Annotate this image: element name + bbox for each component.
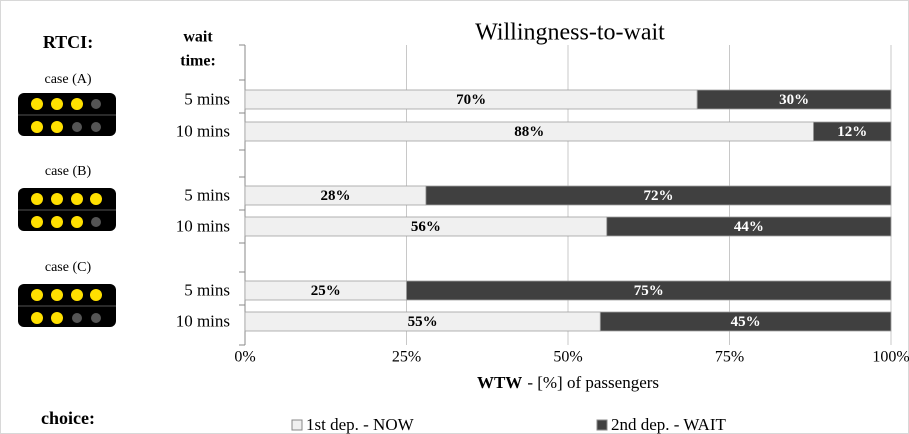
y-tick-label: 5 mins <box>184 89 230 108</box>
legend-swatch <box>596 419 608 431</box>
x-axis-label: WTW - [%] of passengers <box>477 373 659 392</box>
data-label: 44% <box>734 219 764 235</box>
category-header: time: <box>180 53 216 70</box>
chart-title: Willingness-to-wait <box>475 20 665 46</box>
y-tick-label: 10 mins <box>176 121 230 140</box>
x-tick-label: 75% <box>715 349 744 366</box>
x-tick-label: 25% <box>392 349 421 366</box>
icon-case-b <box>18 188 116 231</box>
data-label: 88% <box>514 124 544 140</box>
group-label: case (A) <box>44 72 91 87</box>
icon-case-c <box>18 284 116 327</box>
bar-segment <box>406 280 892 301</box>
data-label: 72% <box>643 188 673 204</box>
bar-segment <box>813 121 892 142</box>
legend-title: choice: <box>41 408 95 428</box>
legend-label: 1st dep. - NOW <box>306 415 415 434</box>
data-label: 56% <box>411 219 441 235</box>
y-tick-label: 5 mins <box>184 280 230 299</box>
y-tick-label: 10 mins <box>176 311 230 330</box>
data-label: 55% <box>408 314 438 330</box>
row-header: RTCI: <box>43 32 93 52</box>
x-tick-label: 0% <box>234 349 255 366</box>
data-label: 28% <box>320 188 350 204</box>
group-label: case (C) <box>45 260 92 275</box>
data-label: 45% <box>731 314 761 330</box>
data-label: 70% <box>456 92 486 108</box>
data-label: 12% <box>837 124 867 140</box>
legend-swatch <box>291 419 303 431</box>
bar-segment <box>425 185 892 206</box>
rtci-icons <box>18 93 116 327</box>
data-label: 75% <box>634 283 664 299</box>
x-axis-label-rest: - [%] of passengers <box>527 373 659 392</box>
x-tick-label: 100% <box>872 349 909 366</box>
y-tick-label: 5 mins <box>184 185 230 204</box>
data-label: 25% <box>311 283 341 299</box>
x-tick-label: 50% <box>553 349 582 366</box>
data-label: 30% <box>779 92 809 108</box>
bar-segment <box>599 311 892 332</box>
bar-segment <box>696 89 892 110</box>
legend-label: 2nd dep. - WAIT <box>611 415 726 434</box>
group-label: case (B) <box>45 164 92 179</box>
x-axis-label-bold: WTW <box>477 373 522 392</box>
icon-case-a <box>18 93 116 136</box>
y-tick-label: 10 mins <box>176 216 230 235</box>
category-header: wait <box>183 29 213 46</box>
bar-segment <box>606 216 892 237</box>
